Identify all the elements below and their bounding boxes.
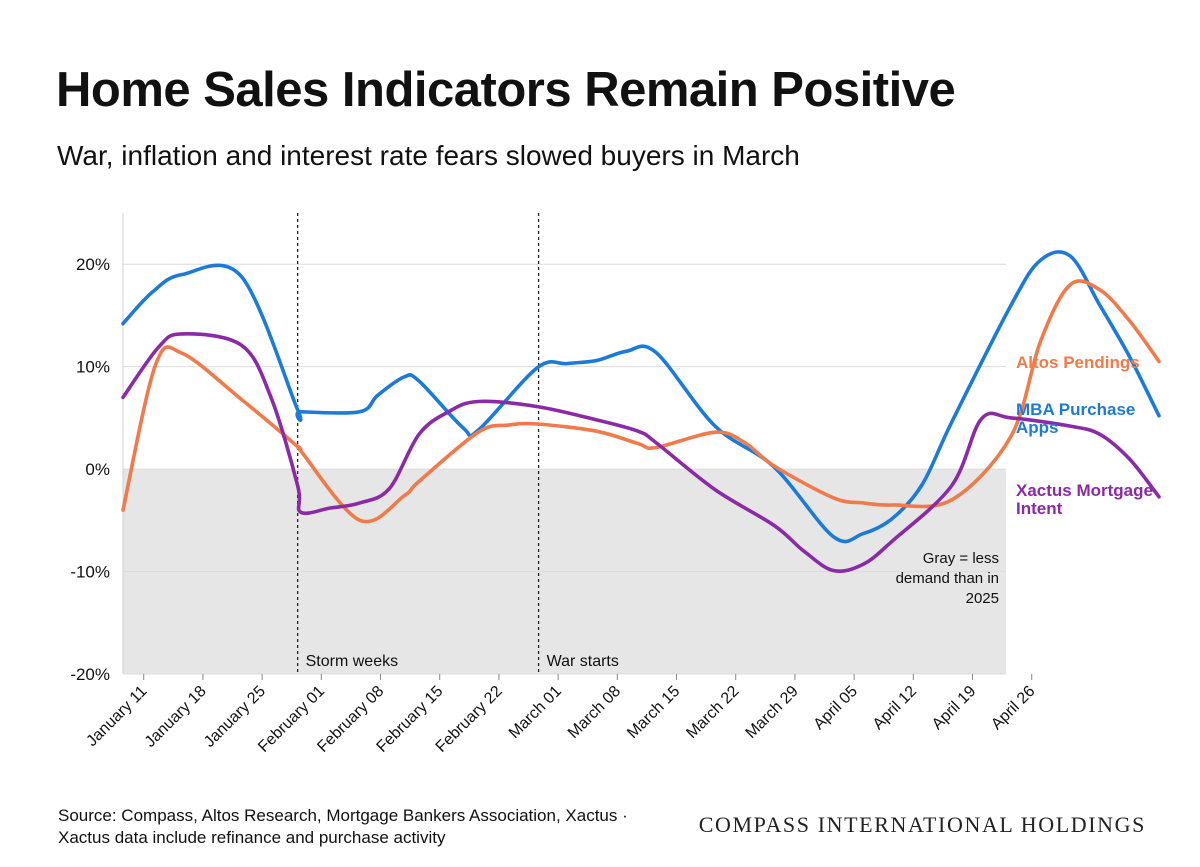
x-tick-label: April 12 xyxy=(870,683,920,733)
series-line-mba-purchase-apps xyxy=(121,250,1161,544)
source-line-1: Source: Compass, Altos Research, Mortgag… xyxy=(58,806,628,825)
x-tick-label: January 11 xyxy=(83,683,150,750)
series-line-xactus-mortgage-intent xyxy=(121,332,1161,574)
region-annotation: 2025 xyxy=(966,590,999,607)
region-annotation: Gray = less xyxy=(923,550,999,567)
chart-title: Home Sales Indicators Remain Positive xyxy=(56,63,956,117)
legend-label: Altos Pendings xyxy=(1016,353,1140,372)
x-tick-label: March 01 xyxy=(506,683,565,742)
event-marker-label: Storm weeks xyxy=(306,653,398,670)
y-tick-label: 0% xyxy=(85,460,110,479)
legend-label: MBA Purchase xyxy=(1016,400,1135,419)
brand-wordmark: COMPASS INTERNATIONAL HOLDINGS xyxy=(698,812,1146,837)
y-tick-label: 10% xyxy=(76,358,110,377)
x-tick-label: March 15 xyxy=(624,683,683,742)
series-line-altos-pendings xyxy=(121,279,1161,524)
event-marker-label: War starts xyxy=(547,653,619,670)
x-tick-label: April 26 xyxy=(988,683,1038,733)
x-tick-label: March 08 xyxy=(565,683,624,742)
region-annotation: demand than in xyxy=(896,570,999,587)
x-tick-label: March 29 xyxy=(743,683,802,742)
source-note: Source: Compass, Altos Research, Mortgag… xyxy=(58,805,628,849)
legend-label: Apps xyxy=(1016,418,1059,437)
x-tick-label: January 18 xyxy=(142,683,210,751)
x-tick-label: March 22 xyxy=(683,683,742,742)
chart-subtitle: War, inflation and interest rate fears s… xyxy=(57,140,800,171)
y-tick-label: -10% xyxy=(70,563,110,582)
x-tick-label: April 19 xyxy=(929,683,979,733)
source-line-2: Xactus data include refinance and purcha… xyxy=(58,828,446,847)
legend-label: Xactus Mortgage xyxy=(1016,481,1153,500)
legend-label: Intent xyxy=(1016,499,1063,518)
y-tick-label: -20% xyxy=(70,665,110,684)
y-tick-label: 20% xyxy=(76,255,110,274)
x-tick-label: April 05 xyxy=(811,683,861,733)
